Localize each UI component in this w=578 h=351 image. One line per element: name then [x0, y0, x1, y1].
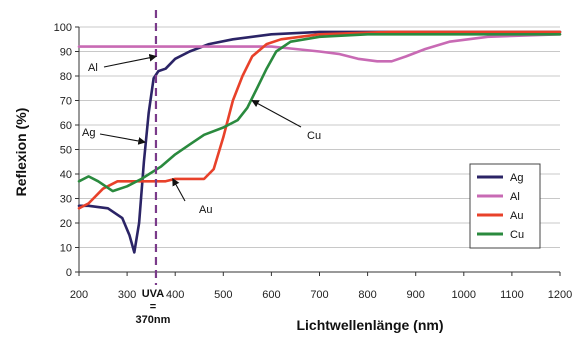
x-tick-label: 300 [118, 289, 136, 301]
legend-label-ag: Ag [510, 172, 523, 184]
y-tick-label: 40 [60, 169, 72, 181]
x-tick-label: 500 [214, 289, 232, 301]
annotation-arrow-ag [99, 133, 146, 145]
annotations: Al Ag Au Cu [82, 53, 321, 216]
x-tick-label: 1100 [500, 289, 524, 301]
y-tick-label: 90 [60, 47, 72, 59]
x-tick-label: 1200 [548, 289, 572, 301]
annotation-label-cu: Cu [307, 130, 321, 142]
y-tick-labels: 0 10 20 30 40 50 60 70 80 90 100 [54, 22, 72, 279]
series-line-ag [77, 30, 562, 254]
y-tick-label: 50 [60, 145, 72, 157]
x-tick-label: 1000 [452, 289, 476, 301]
series-line-al [77, 33, 562, 63]
x-tick-label: 200 [70, 289, 88, 301]
series-line-au [77, 30, 562, 210]
annotation-arrow-au [172, 177, 186, 202]
axes [75, 26, 561, 276]
annotation-label-ag: Ag [82, 127, 95, 139]
y-tick-label: 0 [66, 267, 72, 279]
uva-marker-label: 370nm [136, 314, 171, 326]
uva-marker-label: UVA [142, 288, 164, 300]
y-tick-label: 10 [60, 243, 72, 255]
annotation-arrow-al [103, 53, 158, 68]
x-tick-label: 800 [358, 289, 376, 301]
legend-label-al: Al [510, 191, 520, 203]
y-tick-label: 20 [60, 218, 72, 230]
x-tick-labels: 200 300 400 500 600 700 800 900 1000 1100 1200 [70, 289, 572, 301]
y-tick-label: 80 [60, 71, 72, 83]
y-tick-label: 70 [60, 96, 72, 108]
x-tick-label: 700 [310, 289, 328, 301]
y-tick-label: 60 [60, 120, 72, 132]
y-axis-title: Reflexion (%) [13, 108, 29, 197]
legend: Ag Al Au Cu [469, 163, 541, 249]
x-axis-title: Lichtwellenlänge (nm) [296, 317, 443, 333]
y-tick-label: 100 [54, 22, 72, 34]
y-tick-label: 30 [60, 194, 72, 206]
x-tick-label: 900 [407, 289, 425, 301]
series-line-cu [77, 33, 562, 193]
legend-label-au: Au [510, 210, 523, 222]
uva-marker-label: = [150, 301, 156, 313]
x-tick-label: 600 [262, 289, 280, 301]
x-tick-label: 400 [166, 289, 184, 301]
annotation-label-au: Au [199, 204, 212, 216]
legend-label-cu: Cu [510, 229, 524, 241]
series-lines [77, 30, 562, 254]
annotation-label-al: Al [88, 62, 98, 74]
annotation-arrow-cu [251, 99, 302, 128]
